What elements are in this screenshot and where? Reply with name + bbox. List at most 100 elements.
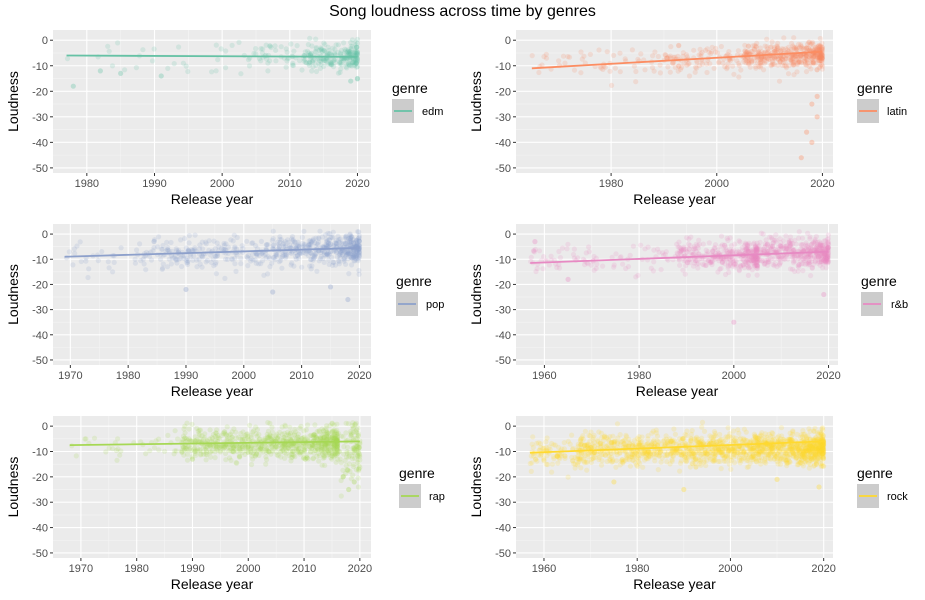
data-point [109, 63, 116, 69]
data-point [348, 45, 354, 52]
data-point [818, 57, 824, 64]
data-point [818, 245, 825, 251]
data-point [749, 267, 756, 273]
data-point [355, 431, 361, 437]
data-point [308, 266, 314, 272]
data-point [333, 240, 339, 246]
data-point [210, 256, 216, 262]
data-point [326, 252, 332, 258]
data-point [791, 72, 797, 78]
data-point [273, 58, 279, 64]
data-point [796, 262, 802, 268]
y-tick-label: 0 [42, 421, 48, 433]
data-point [115, 436, 121, 442]
data-point [812, 53, 818, 60]
data-point [173, 256, 179, 262]
data-point [792, 54, 798, 60]
data-point [694, 257, 700, 263]
data-point [353, 237, 359, 243]
data-point [327, 231, 333, 237]
data-point [732, 261, 738, 267]
data-point [325, 230, 331, 236]
data-point [324, 242, 330, 248]
data-point [316, 258, 322, 264]
data-point [281, 244, 287, 250]
data-point [598, 462, 605, 468]
y-tick-label: -40 [495, 330, 511, 342]
data-point [295, 239, 301, 245]
data-point [208, 454, 214, 460]
data-point [309, 240, 315, 246]
data-point [782, 63, 788, 69]
data-point [155, 244, 161, 250]
x-tick-label: 2020 [810, 178, 834, 190]
data-point [347, 51, 353, 57]
data-point [738, 264, 744, 270]
data-point [309, 43, 315, 49]
data-point [704, 69, 710, 76]
data-point [265, 68, 271, 74]
data-point [199, 239, 205, 245]
data-point [593, 255, 599, 261]
data-point [807, 461, 813, 468]
data-point [806, 39, 813, 45]
data-point [351, 254, 357, 260]
data-point [207, 427, 213, 433]
data-point [85, 274, 91, 281]
data-point [533, 268, 539, 275]
data-point [342, 255, 348, 261]
data-point [354, 64, 360, 70]
data-point [343, 61, 349, 67]
data-point [156, 436, 162, 442]
data-point [321, 58, 327, 64]
data-point [267, 43, 273, 49]
data-point [819, 53, 825, 59]
data-point [271, 242, 277, 248]
data-point [691, 246, 697, 252]
data-point [579, 56, 585, 62]
data-point [203, 457, 209, 463]
data-point [343, 234, 349, 240]
data-point [819, 55, 826, 62]
data-point [798, 53, 804, 59]
data-point [676, 63, 682, 69]
data-point [221, 242, 227, 248]
data-point [312, 253, 318, 259]
data-point [118, 245, 124, 251]
data-point [775, 62, 781, 68]
data-point [324, 251, 330, 257]
data-point [292, 239, 298, 245]
data-point [290, 442, 296, 448]
x-tick-label: 2000 [718, 563, 742, 575]
data-point [347, 57, 353, 63]
data-point [346, 50, 352, 56]
data-point [345, 250, 351, 256]
data-point [343, 234, 349, 241]
data-point [746, 58, 752, 64]
data-point [150, 248, 156, 254]
data-point [578, 465, 584, 471]
data-point [820, 259, 826, 265]
data-point [775, 48, 781, 54]
data-point [762, 43, 768, 49]
data-point [620, 261, 626, 267]
data-point [748, 57, 755, 64]
data-point [754, 245, 760, 251]
data-point [313, 235, 319, 241]
data-point [185, 68, 191, 75]
data-point [807, 42, 813, 48]
data-point [158, 256, 164, 262]
data-point [792, 53, 799, 59]
data-point [649, 65, 656, 71]
data-point [686, 257, 692, 263]
data-point [584, 467, 590, 473]
x-tick-label: 2000 [705, 178, 729, 190]
data-point [645, 244, 651, 250]
data-point [751, 255, 757, 261]
data-point [353, 41, 359, 48]
data-point [331, 248, 337, 254]
data-point [353, 58, 359, 64]
data-point [223, 65, 229, 71]
data-point [667, 53, 674, 59]
data-point [345, 47, 351, 53]
